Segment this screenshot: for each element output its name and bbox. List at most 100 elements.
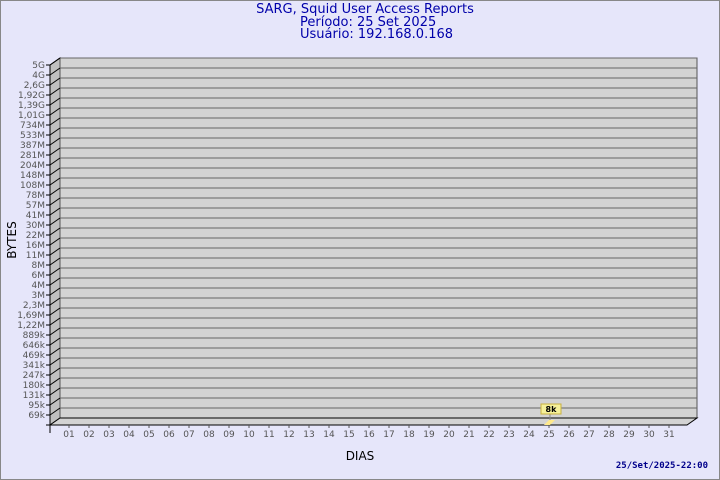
y-tick-slant (49, 287, 61, 296)
x-tick-label: 01 (63, 430, 74, 440)
y-tick-slant (49, 247, 61, 256)
y-tick-slant (49, 197, 61, 206)
y-tick-slant (49, 177, 61, 186)
x-tick-label: 19 (423, 430, 435, 440)
y-tick-label: 533M (20, 131, 45, 141)
x-tick-label: 16 (363, 430, 375, 440)
x-tick-label: 06 (163, 430, 175, 440)
x-tick-label: 22 (483, 430, 494, 440)
y-tick-slant (49, 257, 61, 266)
y-tick-slant (49, 317, 61, 326)
x-tick-label: 15 (343, 430, 354, 440)
y-tick-label: 204M (20, 161, 45, 171)
y-tick-label: 22M (26, 231, 45, 241)
y-tick-label: 69k (28, 411, 45, 421)
x-tick-label: 11 (263, 430, 274, 440)
x-tick-label: 17 (383, 430, 394, 440)
y-tick-slant (49, 297, 61, 306)
y-tick-label: 889k (23, 331, 46, 341)
y-tick-label: 5G (32, 61, 45, 71)
chart-title: SARG, Squid User Access Reports (256, 2, 474, 17)
x-tick-label: 07 (183, 430, 194, 440)
x-tick-label: 18 (403, 430, 415, 440)
x-tick-label: 13 (303, 430, 314, 440)
floor (48, 417, 699, 426)
y-tick-label: 341k (23, 361, 46, 371)
y-tick-slant (49, 237, 61, 246)
y-tick-label: 247k (23, 371, 46, 381)
bar-label: 8k (546, 405, 558, 414)
y-tick-label: 3M (32, 291, 46, 301)
y-tick-slant (49, 147, 61, 156)
x-tick-label: 28 (603, 430, 615, 440)
y-tick-slant (49, 397, 61, 406)
x-tick-label: 02 (83, 430, 94, 440)
x-tick-label: 29 (623, 430, 635, 440)
x-tick-label: 25 (543, 430, 554, 440)
y-tick-label: 387M (20, 141, 45, 151)
x-tick-label: 08 (203, 430, 215, 440)
y-tick-label: 1,01G (18, 111, 45, 121)
y-tick-slant (49, 137, 61, 146)
y-tick-slant (49, 327, 61, 336)
y-tick-label: 2,6G (24, 81, 45, 91)
y-tick-label: 1,39G (18, 101, 45, 111)
y-tick-label: 1,92G (18, 91, 45, 101)
y-tick-slant (49, 127, 61, 136)
y-tick-slant (49, 277, 61, 286)
y-tick-slant (49, 57, 61, 66)
y-tick-label: 1,69M (17, 311, 45, 321)
y-tick-label: 57M (26, 201, 45, 211)
y-tick-label: 469k (23, 351, 46, 361)
y-tick-label: 16M (26, 241, 45, 251)
timestamp: 25/Set/2025-22:00 (615, 461, 708, 471)
y-tick-label: 108M (20, 181, 45, 191)
y-tick-slant (49, 347, 61, 356)
y-tick-label: 6M (32, 271, 46, 281)
chart-period: Período: 25 Set 2025 (300, 15, 437, 30)
bar-25 (544, 420, 555, 425)
x-tick-label: 10 (243, 430, 255, 440)
y-tick-slant (49, 407, 61, 416)
y-tick-label: 2,3M (23, 301, 45, 311)
y-tick-label: 78M (26, 191, 45, 201)
y-tick-slant (49, 267, 61, 276)
y-tick-slant (49, 357, 61, 366)
y-axis-title: BYTES (5, 221, 19, 258)
x-tick-label: 03 (103, 430, 114, 440)
y-tick-label: 148M (20, 171, 45, 181)
y-tick-label: 30M (26, 221, 45, 231)
x-tick-label: 24 (523, 430, 535, 440)
x-tick-label: 09 (223, 430, 235, 440)
y-tick-slant (49, 167, 61, 176)
x-tick-label: 21 (463, 430, 474, 440)
y-tick-slant (49, 157, 61, 166)
y-tick-slant (49, 87, 61, 96)
y-tick-slant (49, 377, 61, 386)
y-tick-slant (49, 217, 61, 226)
x-tick-label: 26 (563, 430, 575, 440)
chart-user: Usuário: 192.168.0.168 (300, 27, 454, 42)
y-tick-label: 95k (28, 401, 45, 411)
y-tick-label: 11M (26, 251, 45, 261)
y-tick-slant (49, 97, 61, 106)
x-tick-label: 30 (643, 430, 655, 440)
y-tick-slant (49, 67, 61, 76)
y-tick-slant (49, 367, 61, 376)
y-tick-label: 8M (32, 261, 46, 271)
x-tick-label: 04 (123, 430, 135, 440)
y-tick-label: 131k (23, 391, 46, 401)
y-tick-label: 734M (20, 121, 45, 131)
bar-label-box (540, 403, 562, 415)
y-tick-label: 1,22M (17, 321, 45, 331)
x-tick-label: 05 (143, 430, 154, 440)
x-tick-label: 14 (323, 430, 335, 440)
y-tick-label: 646k (23, 341, 46, 351)
y-tick-slant (49, 187, 61, 196)
y-tick-label: 4G (32, 71, 45, 81)
x-tick-label: 23 (503, 430, 514, 440)
y-tick-label: 4M (32, 281, 46, 291)
y-tick-slant (49, 77, 61, 86)
y-tick-label: 281M (20, 151, 45, 161)
